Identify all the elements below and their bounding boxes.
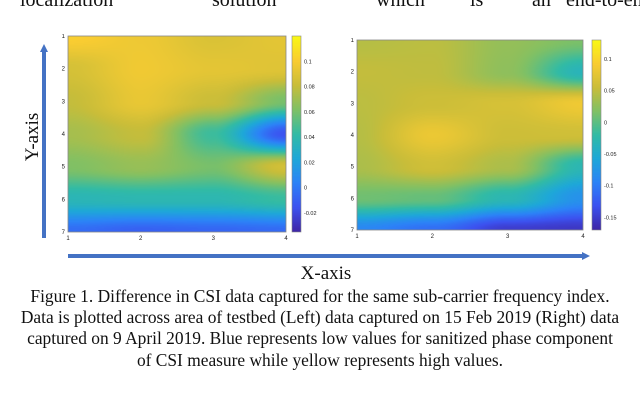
x-tick-label: 1: [66, 236, 70, 242]
top-text-fragment: localization solution which is an end-to…: [0, 0, 640, 11]
heatmap-left: 1 2 3 4 1 2 3 4 5 6 7 0.1 0.08 0.06 0.04 0.02 0 -0.02: [62, 34, 317, 242]
colorbar-tick-label: 0.08: [304, 85, 315, 91]
y-tick-label: 3: [62, 99, 66, 105]
top-word: solution: [212, 0, 277, 11]
x-tick-label: 2: [431, 234, 435, 240]
colorbar-tick-label: -0.02: [304, 211, 317, 217]
y-tick-label: 6: [351, 196, 355, 202]
y-tick-label: 1: [62, 34, 66, 40]
x-tick-label: 4: [581, 234, 585, 240]
top-word: end-to-end: [566, 0, 640, 11]
x-tick-label: 1: [355, 234, 359, 240]
heatmap-right: 1 2 3 4 1 2 3 4 5 6 7 0.1 0.05 0 -0.05 -0.1 -0.15: [351, 38, 617, 240]
y-tick-label: 4: [62, 132, 66, 138]
colorbar-tick-label: -0.15: [604, 215, 617, 221]
colorbar-tick-label: -0.1: [604, 184, 613, 190]
colorbar-tick-label: 0.04: [304, 135, 315, 141]
colorbar-tick-label: 0.1: [604, 57, 612, 63]
y-tick-label: 5: [351, 165, 355, 171]
top-word: an: [532, 0, 551, 11]
top-word: which: [376, 0, 425, 11]
y-tick-label: 4: [351, 133, 355, 139]
x-tick-label: 4: [284, 236, 288, 242]
y-tick-label: 7: [62, 230, 66, 236]
y-tick-label: 6: [62, 197, 66, 203]
top-word: is: [470, 0, 484, 11]
colorbar-tick-label: 0.1: [304, 59, 312, 65]
y-tick-label: 2: [62, 67, 66, 73]
x-tick-label: 3: [212, 236, 216, 242]
x-tick-label: 2: [139, 236, 143, 242]
y-tick-label: 5: [62, 165, 66, 171]
x-axis-label: X-axis: [301, 263, 352, 284]
y-tick-label: 3: [351, 101, 355, 107]
colorbar-tick-label: -0.05: [604, 152, 617, 158]
y-tick-label: 2: [351, 70, 355, 76]
colorbar-tick-label: 0.05: [604, 89, 615, 95]
y-axis-label: Y-axis: [22, 113, 43, 162]
y-tick-label: 7: [351, 228, 355, 234]
top-word: localization: [20, 0, 114, 11]
x-tick-label: 3: [506, 234, 510, 240]
colorbar-tick-label: 0.02: [304, 160, 315, 166]
colorbar-tick-label: 0: [604, 120, 607, 126]
colorbar-tick-label: 0.06: [304, 110, 315, 116]
y-tick-label: 1: [351, 38, 355, 44]
colorbar-tick-label: 0: [304, 186, 307, 192]
figure-caption: Figure 1. Difference in CSI data capture…: [20, 286, 620, 370]
